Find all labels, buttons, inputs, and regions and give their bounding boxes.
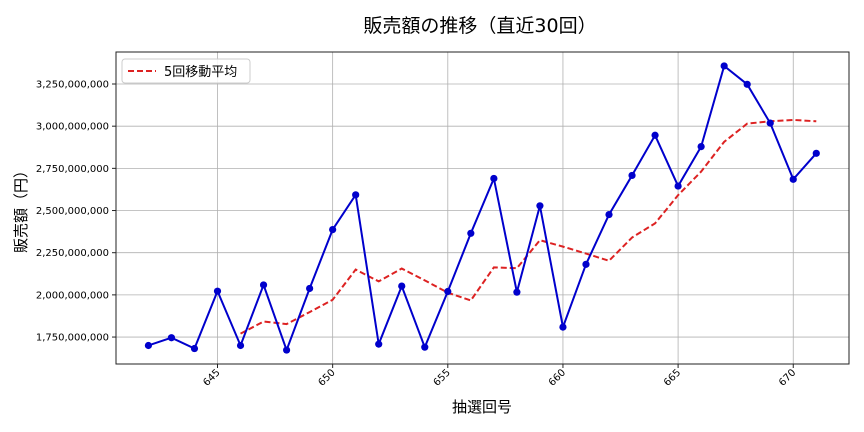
chart-title: 販売額の推移（直近30回） <box>363 15 596 37</box>
x-tick-label: 655 <box>432 367 453 388</box>
data-point <box>213 287 222 295</box>
data-point <box>236 341 245 350</box>
data-point <box>697 142 705 151</box>
data-point <box>605 210 613 219</box>
data-point <box>490 174 498 183</box>
x-tick-label: 660 <box>547 367 568 388</box>
data-point <box>144 341 153 350</box>
legend: 5回移動平均 <box>121 58 251 84</box>
data-point <box>444 287 452 296</box>
sales-line <box>144 62 820 354</box>
x-tick-label: 650 <box>316 367 337 388</box>
data-point <box>167 334 176 342</box>
data-point <box>259 281 268 289</box>
legend-label-moving-average: 5回移動平均 <box>164 65 237 80</box>
data-point <box>536 202 544 210</box>
data-point <box>282 346 291 354</box>
sales-path <box>148 64 818 353</box>
y-axis-label: 販売額（円） <box>12 163 30 253</box>
y-tick-label: 2,000,000,000 <box>36 290 109 301</box>
data-point <box>375 340 383 348</box>
data-point <box>306 284 314 293</box>
data-point <box>720 62 728 70</box>
x-axis-label: 抽選回号 <box>452 398 512 416</box>
data-point <box>812 149 820 157</box>
data-point <box>674 182 682 190</box>
grid-lines <box>116 52 849 364</box>
plot-area <box>115 51 850 365</box>
y-tick-label: 2,250,000,000 <box>36 248 109 259</box>
data-point <box>766 119 774 127</box>
x-tick-label: 645 <box>201 367 222 388</box>
data-point <box>559 323 567 331</box>
legend-box <box>121 58 251 84</box>
y-tick-label: 3,250,000,000 <box>36 80 109 91</box>
y-tick-label: 2,750,000,000 <box>36 164 109 175</box>
data-point <box>743 80 751 88</box>
data-point <box>421 343 429 351</box>
data-point <box>467 229 475 237</box>
data-point <box>352 191 360 199</box>
y-tick-label: 2,500,000,000 <box>36 206 109 217</box>
data-point <box>789 175 797 183</box>
y-axis-ticks: 1,750,000,000 2,000,000,000 2,250,000,000 2… <box>36 80 116 344</box>
data-point <box>582 260 590 268</box>
data-point <box>398 282 406 290</box>
x-tick-label: 670 <box>777 367 798 388</box>
y-tick-label: 1,750,000,000 <box>36 333 109 344</box>
data-point <box>190 344 199 353</box>
moving-average-line <box>240 118 817 335</box>
y-tick-label: 3,000,000,000 <box>36 122 109 133</box>
data-point <box>628 171 636 180</box>
x-tick-label: 665 <box>662 367 683 388</box>
data-point <box>513 288 521 296</box>
moving-average-path <box>240 118 817 335</box>
data-point <box>329 225 337 234</box>
x-axis-ticks: 645 650 655 660 665 670 <box>201 364 798 389</box>
data-point <box>651 131 659 139</box>
